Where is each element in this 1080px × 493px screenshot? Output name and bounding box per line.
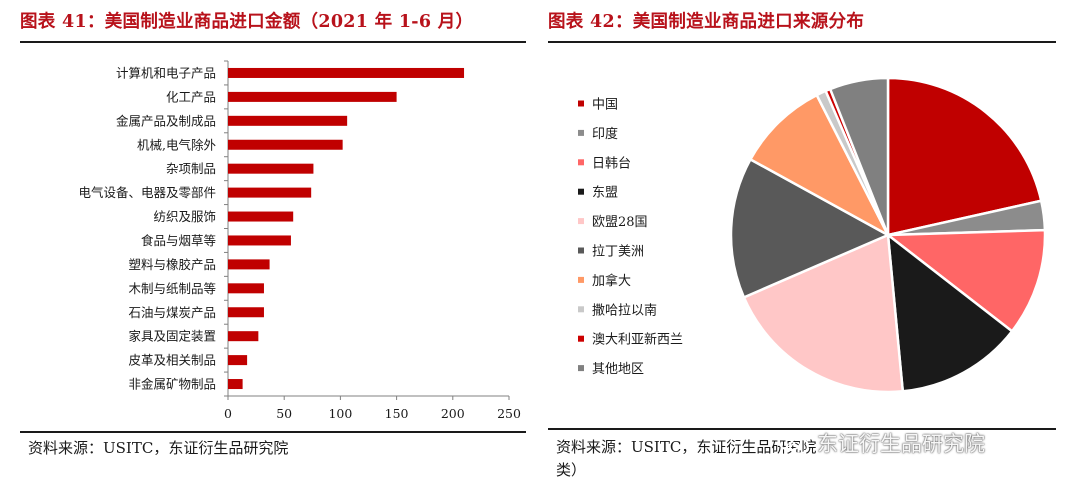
bar-category-label: 计算机和电子产品	[116, 65, 216, 80]
bar-1	[228, 91, 397, 102]
legend-swatch-5	[578, 247, 584, 254]
bar-4	[228, 163, 314, 174]
watermark: 东证衍生品研究院	[777, 426, 985, 460]
legend-label-5: 拉丁美洲	[592, 245, 644, 260]
bar-category-label: 木制与纸制品等	[128, 281, 216, 296]
bar-6	[228, 211, 294, 222]
left-chart-title: 图表 41：美国制造业商品进口金额（2021 年 1-6 月）	[20, 12, 474, 32]
bar-x-tick-label: 100	[328, 406, 352, 421]
bar-9	[228, 283, 264, 294]
legend-swatch-4	[578, 218, 584, 225]
bar-11	[228, 331, 259, 342]
bar-8	[228, 259, 270, 270]
legend-swatch-7	[578, 306, 584, 313]
right-chart-panel: 图表 42：美国制造业商品进口来源分布 中国印度日韩台东盟欧盟28国拉丁美洲加拿…	[548, 0, 1060, 493]
right-bottom-rule	[548, 428, 1056, 430]
pie-slice-6	[749, 93, 890, 237]
pie-slice-9	[828, 76, 890, 237]
bar-12	[228, 355, 248, 366]
legend-swatch-6	[578, 276, 584, 283]
legend-swatch-0	[578, 100, 584, 107]
bar-x-tick-label: 0	[224, 406, 232, 421]
bar-category-label: 金属产品及制成品	[116, 113, 216, 128]
bar-x-tick-label: 250	[497, 406, 521, 421]
bar-category-label: 塑料与橡胶产品	[128, 257, 216, 272]
wechat-icon	[777, 430, 811, 456]
right-chart-title: 图表 42：美国制造业商品进口来源分布	[548, 12, 865, 32]
bar-7	[228, 235, 291, 246]
legend-swatch-9	[578, 365, 584, 372]
bar-category-label: 纺织及服饰	[153, 209, 216, 224]
bar-10	[228, 307, 264, 318]
left-source-note: 资料来源：USITC，东证衍生品研究院	[28, 439, 289, 457]
legend-label-7: 撒哈拉以南	[592, 302, 657, 318]
right-title-rule	[548, 41, 1056, 43]
left-chart-panel: 图表 41：美国制造业商品进口金额（2021 年 1-6 月） 计算机和电子产品…	[20, 0, 530, 493]
bar-category-label: 石油与煤炭产品	[128, 305, 216, 320]
legend-label-2: 日韩台	[592, 156, 631, 171]
bar-chart: 计算机和电子产品化工产品金属产品及制成品机械,电气除外杂项制品电气设备、电器及零…	[78, 60, 521, 421]
bar-category-label: 机械,电气除外	[137, 137, 216, 152]
legend-label-6: 加拿大	[592, 273, 631, 289]
pie-slice-3	[886, 233, 1014, 393]
bar-3	[228, 139, 343, 150]
legend-label-9: 其他地区	[592, 362, 644, 377]
legend-label-8: 澳大利亚新西兰	[592, 332, 683, 348]
bar-category-label: 皮革及相关制品	[128, 353, 216, 368]
left-bottom-rule	[20, 431, 526, 433]
legend-swatch-3	[578, 188, 584, 195]
pie-slice-4	[742, 233, 905, 394]
bar-2	[228, 115, 348, 126]
legend-swatch-2	[578, 159, 584, 166]
legend-swatch-8	[578, 335, 584, 342]
bar-x-tick-label: 200	[441, 406, 465, 421]
left-title-rule	[20, 41, 526, 43]
bar-x-tick-label: 150	[385, 406, 409, 421]
pie-slice-0	[886, 76, 1043, 237]
bar-13	[228, 379, 243, 390]
bar-category-label: 家具及固定装置	[128, 329, 216, 344]
bar-category-label: 非金属矿物制品	[128, 377, 216, 392]
legend-label-4: 欧盟28国	[592, 215, 648, 230]
legend-label-1: 印度	[592, 126, 618, 142]
watermark-text: 东证衍生品研究院	[817, 432, 985, 456]
pie-slice-5	[729, 158, 890, 299]
pie-slice-2	[886, 228, 1047, 333]
bar-category-label: 杂项制品	[166, 161, 216, 176]
bar-x-tick-label: 50	[276, 406, 292, 421]
bar-category-label: 电气设备、电器及零部件	[78, 185, 216, 200]
bar-category-label: 化工产品	[166, 89, 216, 104]
right-source-note-wrap: 类）	[556, 461, 587, 479]
legend-label-0: 中国	[592, 98, 618, 113]
legend-label-3: 东盟	[592, 186, 618, 201]
bar-0	[228, 67, 465, 78]
bar-5	[228, 187, 312, 198]
legend-swatch-1	[578, 129, 584, 136]
bar-category-label: 食品与烟草等	[141, 233, 216, 248]
right-source-note: 资料来源：USITC，东证衍生品研究院	[556, 438, 817, 456]
